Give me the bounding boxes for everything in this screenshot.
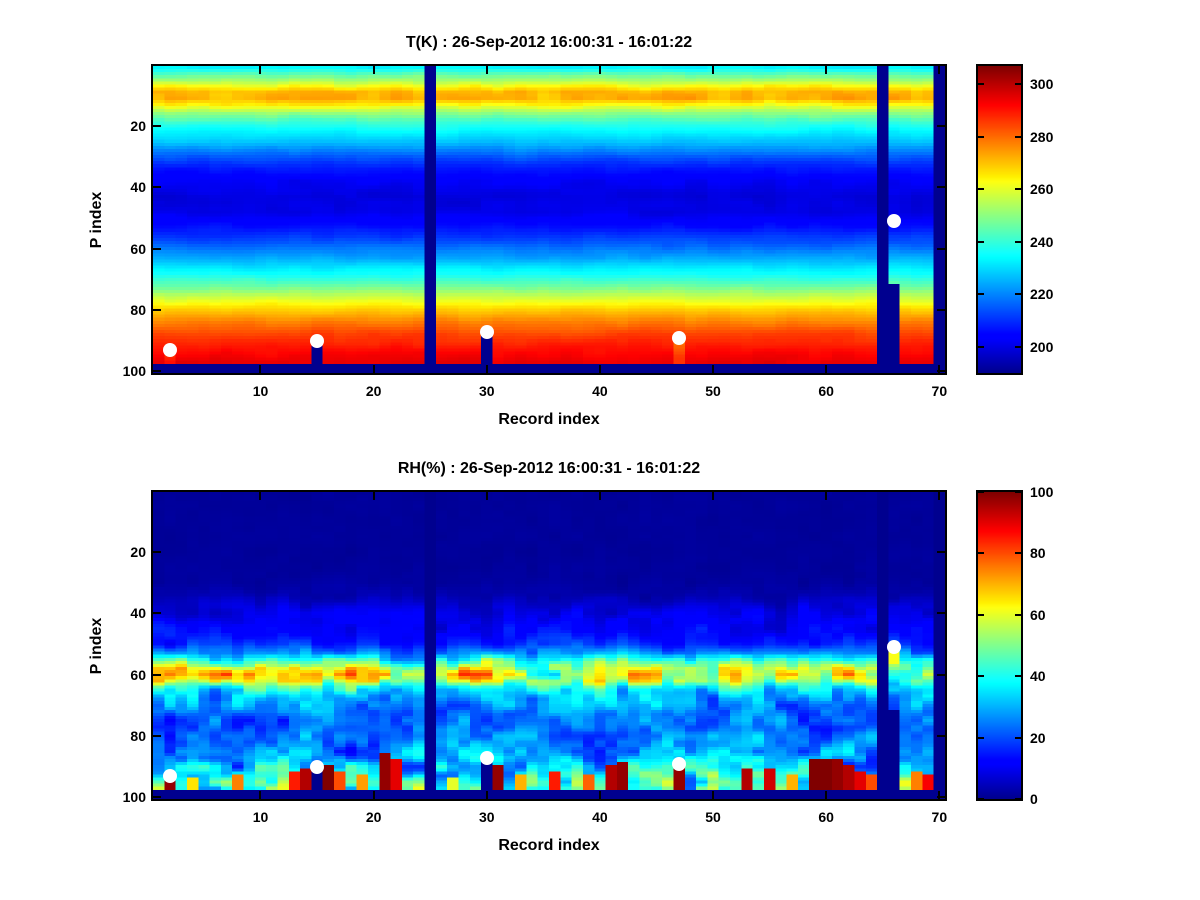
x-tick-label: 60 bbox=[818, 809, 834, 825]
y-tick-label: 80 bbox=[130, 302, 146, 319]
surface-marker bbox=[162, 768, 177, 783]
y-tick-label: 40 bbox=[130, 179, 146, 196]
humidity-heatmap bbox=[153, 492, 945, 799]
surface-marker bbox=[479, 324, 494, 339]
temperature-heatmap bbox=[153, 66, 945, 373]
colorbar-tick-label: 0 bbox=[1030, 791, 1038, 807]
y-tick-label: 100 bbox=[122, 789, 146, 806]
x-tick-label: 20 bbox=[365, 809, 382, 825]
colorbar-tick-label: 20 bbox=[1030, 729, 1046, 746]
colorbar-tick-label: 260 bbox=[1030, 181, 1054, 198]
surface-marker bbox=[887, 640, 902, 655]
x-tick-label: 50 bbox=[705, 383, 721, 399]
x-tick-label: 50 bbox=[705, 809, 721, 825]
x-tick-label: 40 bbox=[592, 383, 608, 399]
x-tick-label: 30 bbox=[478, 383, 495, 399]
temperature-x-axis-label: Record index bbox=[498, 411, 600, 428]
surface-marker bbox=[479, 750, 494, 765]
x-tick-label: 10 bbox=[252, 383, 269, 399]
colorbar-tick-label: 300 bbox=[1030, 76, 1054, 93]
colorbar-tick-label: 200 bbox=[1030, 338, 1054, 355]
colorbar-tick-label: 220 bbox=[1030, 286, 1054, 303]
surface-marker bbox=[672, 756, 687, 771]
humidity-y-axis-label: P index bbox=[88, 617, 105, 674]
colorbar-tick-label: 80 bbox=[1030, 545, 1046, 562]
surface-marker bbox=[672, 330, 687, 345]
x-tick-label: 70 bbox=[931, 809, 948, 825]
colorbar-tick-label: 40 bbox=[1030, 668, 1046, 685]
y-tick-label: 60 bbox=[130, 666, 146, 683]
colorbar-tick-label: 240 bbox=[1030, 233, 1054, 250]
y-tick-label: 40 bbox=[130, 605, 146, 622]
humidity-colorbar bbox=[978, 492, 1021, 799]
y-tick-label: 100 bbox=[122, 363, 146, 380]
x-tick-label: 40 bbox=[592, 809, 608, 825]
surface-marker bbox=[162, 342, 177, 357]
x-tick-label: 60 bbox=[818, 383, 834, 399]
x-tick-label: 70 bbox=[931, 383, 948, 399]
x-tick-label: 10 bbox=[252, 809, 269, 825]
temperature-plot-title: T(K) : 26-Sep-2012 16:00:31 - 16:01:22 bbox=[405, 34, 693, 51]
x-tick-label: 20 bbox=[365, 383, 382, 399]
temperature-y-axis-label: P index bbox=[88, 191, 105, 248]
y-tick-label: 80 bbox=[130, 728, 146, 745]
humidity-x-axis-label: Record index bbox=[498, 837, 600, 854]
y-tick-label: 60 bbox=[130, 240, 146, 257]
humidity-plot-title: RH(%) : 26-Sep-2012 16:00:31 - 16:01:22 bbox=[397, 460, 701, 477]
colorbar-tick-label: 100 bbox=[1030, 484, 1054, 500]
temperature-colorbar bbox=[978, 66, 1021, 373]
colorbar-tick-label: 60 bbox=[1030, 606, 1046, 623]
surface-marker bbox=[887, 214, 902, 229]
x-tick-label: 30 bbox=[478, 809, 495, 825]
y-tick-label: 20 bbox=[130, 117, 146, 134]
colorbar-tick-label: 280 bbox=[1030, 128, 1054, 145]
surface-marker bbox=[310, 333, 325, 348]
surface-marker bbox=[310, 759, 325, 774]
y-tick-label: 20 bbox=[130, 543, 146, 560]
